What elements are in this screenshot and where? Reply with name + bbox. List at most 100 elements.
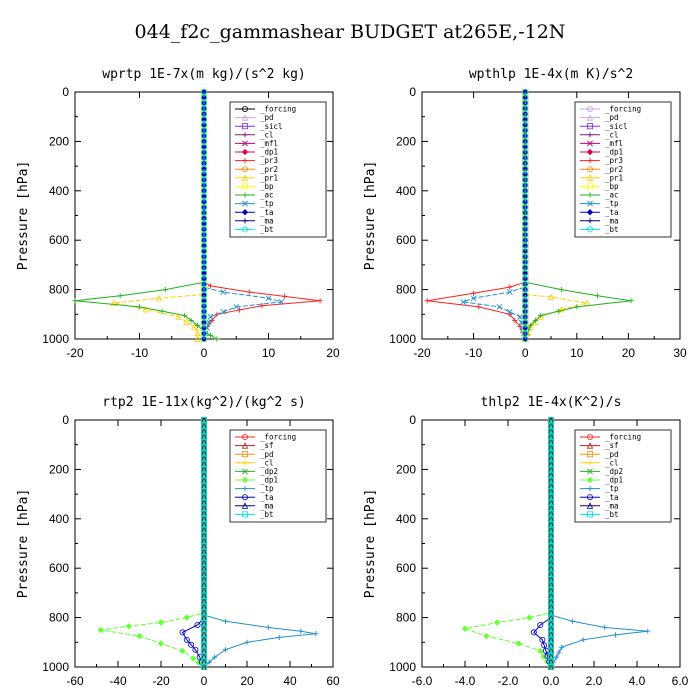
series-point: [515, 640, 522, 647]
legend-marker: [242, 200, 248, 207]
legend-marker: [241, 148, 249, 156]
series-point: [125, 623, 132, 630]
legend-label: _ta: [260, 493, 274, 502]
series-point: [220, 308, 227, 315]
series-point: [259, 303, 265, 309]
legend: _forcing_pd_sicl_cl_mfl_dp1_pr3_pr2_pr1_…: [574, 101, 672, 238]
series-point: [222, 647, 229, 653]
legend-marker: [587, 158, 593, 164]
series-bt: [548, 416, 555, 671]
panel-title: wpthlp 1E-4x(m K)/s^2: [469, 67, 633, 82]
legend-entry: _sicl: [580, 122, 628, 131]
legend-marker: [242, 158, 248, 164]
legend-label: _ma: [260, 216, 274, 225]
series-ac: [72, 89, 220, 342]
series-line: [203, 92, 282, 340]
legend-marker: [586, 174, 594, 181]
y-tick-label: 200: [49, 134, 69, 148]
legend-marker: [587, 433, 594, 440]
legend: _forcing_sf_pd_cl_dp2_dp1_tp_ta_ma_bt: [229, 429, 327, 523]
panel-title: thlp2 1E-4x(K^2)/s: [481, 395, 622, 410]
x-tick-label: 10: [262, 346, 276, 360]
series-bt: [522, 89, 529, 342]
legend-label: _tp: [260, 484, 274, 493]
y-tick-label: 400: [49, 512, 69, 526]
legend-label: _ta: [260, 208, 274, 217]
legend-entry: _cl: [235, 130, 274, 139]
series-point: [594, 293, 601, 299]
panel-wprtp: wprtp 1E-7x(m kg)/(s^2 kg) Pressure [hPa]…: [16, 67, 340, 360]
legend-marker: [242, 140, 248, 147]
series-line: [463, 420, 552, 668]
series-point: [276, 634, 282, 640]
x-tick-label: 0: [201, 674, 208, 688]
legend-label: _sicl: [605, 122, 628, 131]
x-tick-label: -10: [465, 346, 483, 360]
series-point: [527, 323, 534, 330]
series-line: [74, 92, 218, 340]
legend-entry: _dp1: [580, 148, 623, 157]
series-point: [530, 629, 537, 636]
series-point: [506, 308, 513, 315]
x-tick-label: -40: [109, 674, 127, 688]
series-point: [195, 659, 202, 666]
y-tick-label: 0: [409, 85, 416, 99]
series-point: [507, 311, 513, 317]
series-point: [278, 299, 285, 305]
legend-label: _forcing: [605, 105, 641, 114]
series-point: [612, 632, 619, 638]
series-point: [317, 298, 323, 304]
legend-entry: _forcing: [235, 105, 296, 114]
x-tick-label: -4.0: [455, 674, 476, 688]
x-tick-label: 60: [326, 674, 340, 688]
legend-label: _dp1: [260, 148, 278, 157]
series-point: [553, 654, 559, 660]
series-point: [537, 647, 544, 655]
legend-marker: [241, 494, 248, 501]
legend-marker: [587, 494, 594, 501]
series-point: [205, 319, 212, 326]
legend-label: _mfl: [260, 139, 278, 148]
legend: _forcing_sf_pd_cl_dp2_dp1_tp_ta_ma_bt: [574, 429, 672, 523]
series-point: [580, 637, 586, 643]
legend-entry: _cl: [580, 458, 619, 467]
series-point: [194, 335, 201, 343]
legend-marker: [241, 502, 249, 509]
x-tick-label: 4.0: [629, 674, 646, 688]
legend-entry: _tp: [235, 484, 274, 493]
legend-label: _bt: [260, 510, 274, 519]
legend-entry: _pr2: [235, 165, 278, 174]
legend-label: _dp2: [260, 467, 278, 476]
series-point: [179, 629, 186, 636]
legend-entry: _ta: [235, 493, 274, 502]
series-point: [183, 318, 190, 325]
x-tick-label: 20: [240, 674, 254, 688]
legend-entry: _dp1: [235, 476, 278, 485]
legend-label: _forcing: [260, 433, 296, 442]
series-point: [539, 636, 546, 643]
x-tick-label: -60: [66, 674, 84, 688]
series-point: [155, 294, 163, 302]
series-point: [527, 322, 533, 329]
series-point: [506, 289, 513, 295]
legend-label: _pd: [260, 450, 274, 459]
y-tick-label: 400: [396, 184, 416, 198]
series-point: [236, 307, 243, 313]
y-tick-label: 600: [396, 561, 416, 575]
legend-marker: [242, 132, 248, 138]
y-tick-label: 1000: [389, 332, 416, 346]
panel-thlp2: thlp2 1E-4x(K^2)/s Pressure [hPa] -6.0 -4.0…: [363, 395, 689, 688]
legend-marker: [242, 486, 248, 492]
legend-entry: _pd: [235, 450, 274, 459]
legend-marker: [241, 511, 248, 518]
legend-marker: [241, 183, 248, 190]
series-point: [220, 289, 227, 295]
legend-marker: [242, 460, 248, 466]
x-tick-label: -6.0: [412, 674, 433, 688]
series-line: [113, 92, 205, 339]
series-point: [559, 644, 565, 650]
series-point: [507, 284, 513, 290]
series-point: [194, 329, 201, 336]
series-point: [556, 308, 562, 314]
